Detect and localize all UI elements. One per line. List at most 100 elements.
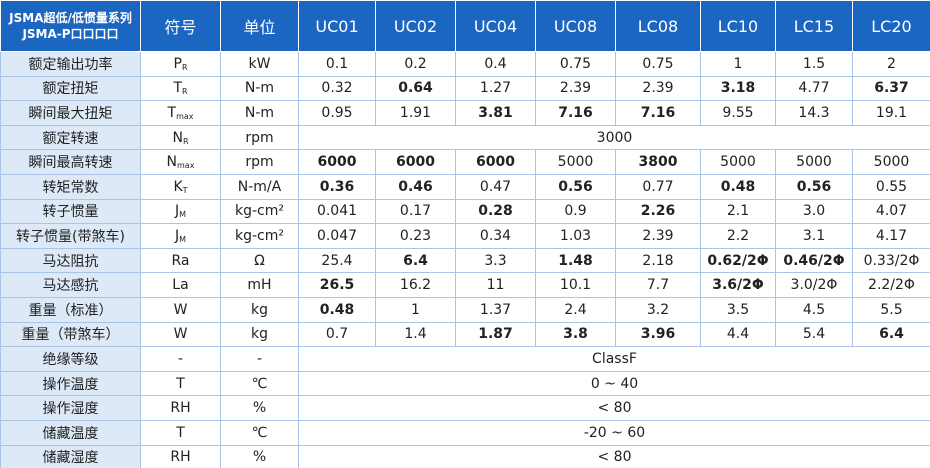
unit-cell: N-m/A: [220, 173, 299, 200]
value-cell: 0.2: [375, 51, 456, 77]
symbol: RH: [170, 449, 191, 466]
column-header: 单位: [220, 0, 299, 52]
table-row: 转矩常数 KT N-m/A 0.36 0.46 0.47 0.56 0.77 0.48 0.56 0…: [0, 173, 930, 200]
symbol-cell: T: [140, 419, 221, 446]
symbol-subscript: T: [182, 185, 188, 195]
table-row: 瞬间最高转速 Nmax rpm 6000 6000 6000 5000 3800 5000 500…: [0, 149, 930, 175]
unit-cell: %: [220, 395, 299, 421]
value-cell: 9.55: [700, 100, 776, 126]
symbol-subscript: M: [179, 210, 187, 220]
table-row: 额定输出功率 PR kW 0.1 0.2 0.4 0.75 0.75 1 1.5 2: [0, 51, 930, 77]
column-header: UC01: [298, 0, 376, 52]
value-cell: 0.17: [375, 198, 456, 225]
unit-cell: rpm: [220, 149, 299, 175]
value-cell: 5000: [535, 149, 616, 175]
title-line: JSMA-P口口口口: [22, 27, 119, 41]
unit-cell: N-m: [220, 75, 299, 102]
symbol-subscript: R: [182, 87, 188, 97]
table-row: 额定扭矩 TR N-m 0.32 0.64 1.27 2.39 2.39 3.18 4.77 6.3…: [0, 75, 930, 102]
header-row: JSMA超低/低惯量系列 JSMA-P口口口口 符号 单位 UC01 UC02 UC04…: [0, 0, 930, 52]
unit-cell: kg-cm²: [220, 223, 299, 249]
unit-cell: ℃: [220, 370, 299, 397]
value-cell: 0.56: [535, 173, 616, 200]
value-cell: 0.46/2Φ: [775, 247, 853, 274]
symbol-cell: Nmax: [140, 149, 221, 175]
value-cell: 5.4: [775, 321, 853, 348]
value-cell: 7.16: [535, 100, 616, 126]
value-cell: 10.1: [535, 272, 616, 298]
value-cell: 0.23: [375, 223, 456, 249]
value-cell: 0.77: [615, 173, 701, 200]
value-cell: 0.9: [535, 198, 616, 225]
unit-cell: N-m: [220, 100, 299, 126]
symbol-subscript: R: [182, 136, 189, 146]
symbol: N: [172, 129, 183, 146]
value-cell: 1.87: [455, 321, 536, 348]
value-cell: 0.47: [455, 173, 536, 200]
value-cell: 1.4: [375, 321, 456, 348]
symbol-cell: NR: [140, 124, 221, 151]
symbol: W: [173, 326, 188, 343]
symbol: Ra: [171, 252, 190, 269]
symbol-cell: RH: [140, 395, 221, 421]
unit-cell: kg: [220, 296, 299, 323]
value-cell: 0.1: [298, 51, 376, 77]
value-cell: 4.17: [852, 223, 930, 249]
value-cell: 1.27: [455, 75, 536, 102]
symbol-cell: W: [140, 321, 221, 348]
row-label: 重量（带煞车）: [0, 321, 141, 348]
value-cell: 3.2: [615, 296, 701, 323]
symbol-subscript: R: [181, 62, 188, 72]
unit-cell: %: [220, 444, 299, 468]
symbol: J: [174, 227, 180, 244]
symbol: K: [173, 178, 183, 195]
symbol: T: [176, 375, 185, 392]
value-cell: 2.39: [615, 223, 701, 249]
value-cell: 0.62/2Φ: [700, 247, 776, 274]
symbol: -: [177, 350, 184, 367]
value-cell: 2.2/2Φ: [852, 272, 930, 298]
value-cell: 3.81: [455, 100, 536, 126]
symbol-cell: TR: [140, 75, 221, 102]
value-cell: 4.4: [700, 321, 776, 348]
unit-cell: ℃: [220, 419, 299, 446]
value-cell: 0.33/2Φ: [852, 247, 930, 274]
value-cell: 2.26: [615, 198, 701, 225]
value-cell: 0.047: [298, 223, 376, 249]
row-label: 绝缘等级: [0, 346, 141, 372]
value-cell: 19.1: [852, 100, 930, 126]
row-label: 瞬间最高转速: [0, 149, 141, 175]
value-cell: 0.36: [298, 173, 376, 200]
value-cell: 0.48: [298, 296, 376, 323]
symbol: J: [174, 203, 180, 220]
table-row: 瞬间最大扭矩 Tmax N-m 0.95 1.91 3.81 7.16 7.16 9.55 14.…: [0, 100, 930, 126]
value-cell: 6000: [298, 149, 376, 175]
row-label: 马达阻抗: [0, 247, 141, 274]
value-cell: 25.4: [298, 247, 376, 274]
value-cell: 0.75: [615, 51, 701, 77]
unit-cell: rpm: [220, 124, 299, 151]
value-cell: 0.56: [775, 173, 853, 200]
merged-value: -20 ~ 60: [298, 419, 930, 446]
value-cell: 1.91: [375, 100, 456, 126]
unit-cell: kW: [220, 51, 299, 77]
value-cell: 3.8: [535, 321, 616, 348]
row-label: 操作温度: [0, 370, 141, 397]
value-cell: 0.75: [535, 51, 616, 77]
symbol: T: [176, 424, 185, 441]
value-cell: 2.4: [535, 296, 616, 323]
table-row: 额定转速 NR rpm 3000: [0, 124, 930, 151]
merged-value: ClassF: [298, 346, 930, 372]
row-label: 额定扭矩: [0, 75, 141, 102]
symbol-cell: T: [140, 370, 221, 397]
value-cell: 0.4: [455, 51, 536, 77]
unit-cell: mH: [220, 272, 299, 298]
symbol-subscript: M: [179, 234, 187, 244]
value-cell: 6.37: [852, 75, 930, 102]
value-cell: 1.03: [535, 223, 616, 249]
row-label: 马达感抗: [0, 272, 141, 298]
title-line: JSMA超低/低惯量系列: [9, 11, 132, 25]
